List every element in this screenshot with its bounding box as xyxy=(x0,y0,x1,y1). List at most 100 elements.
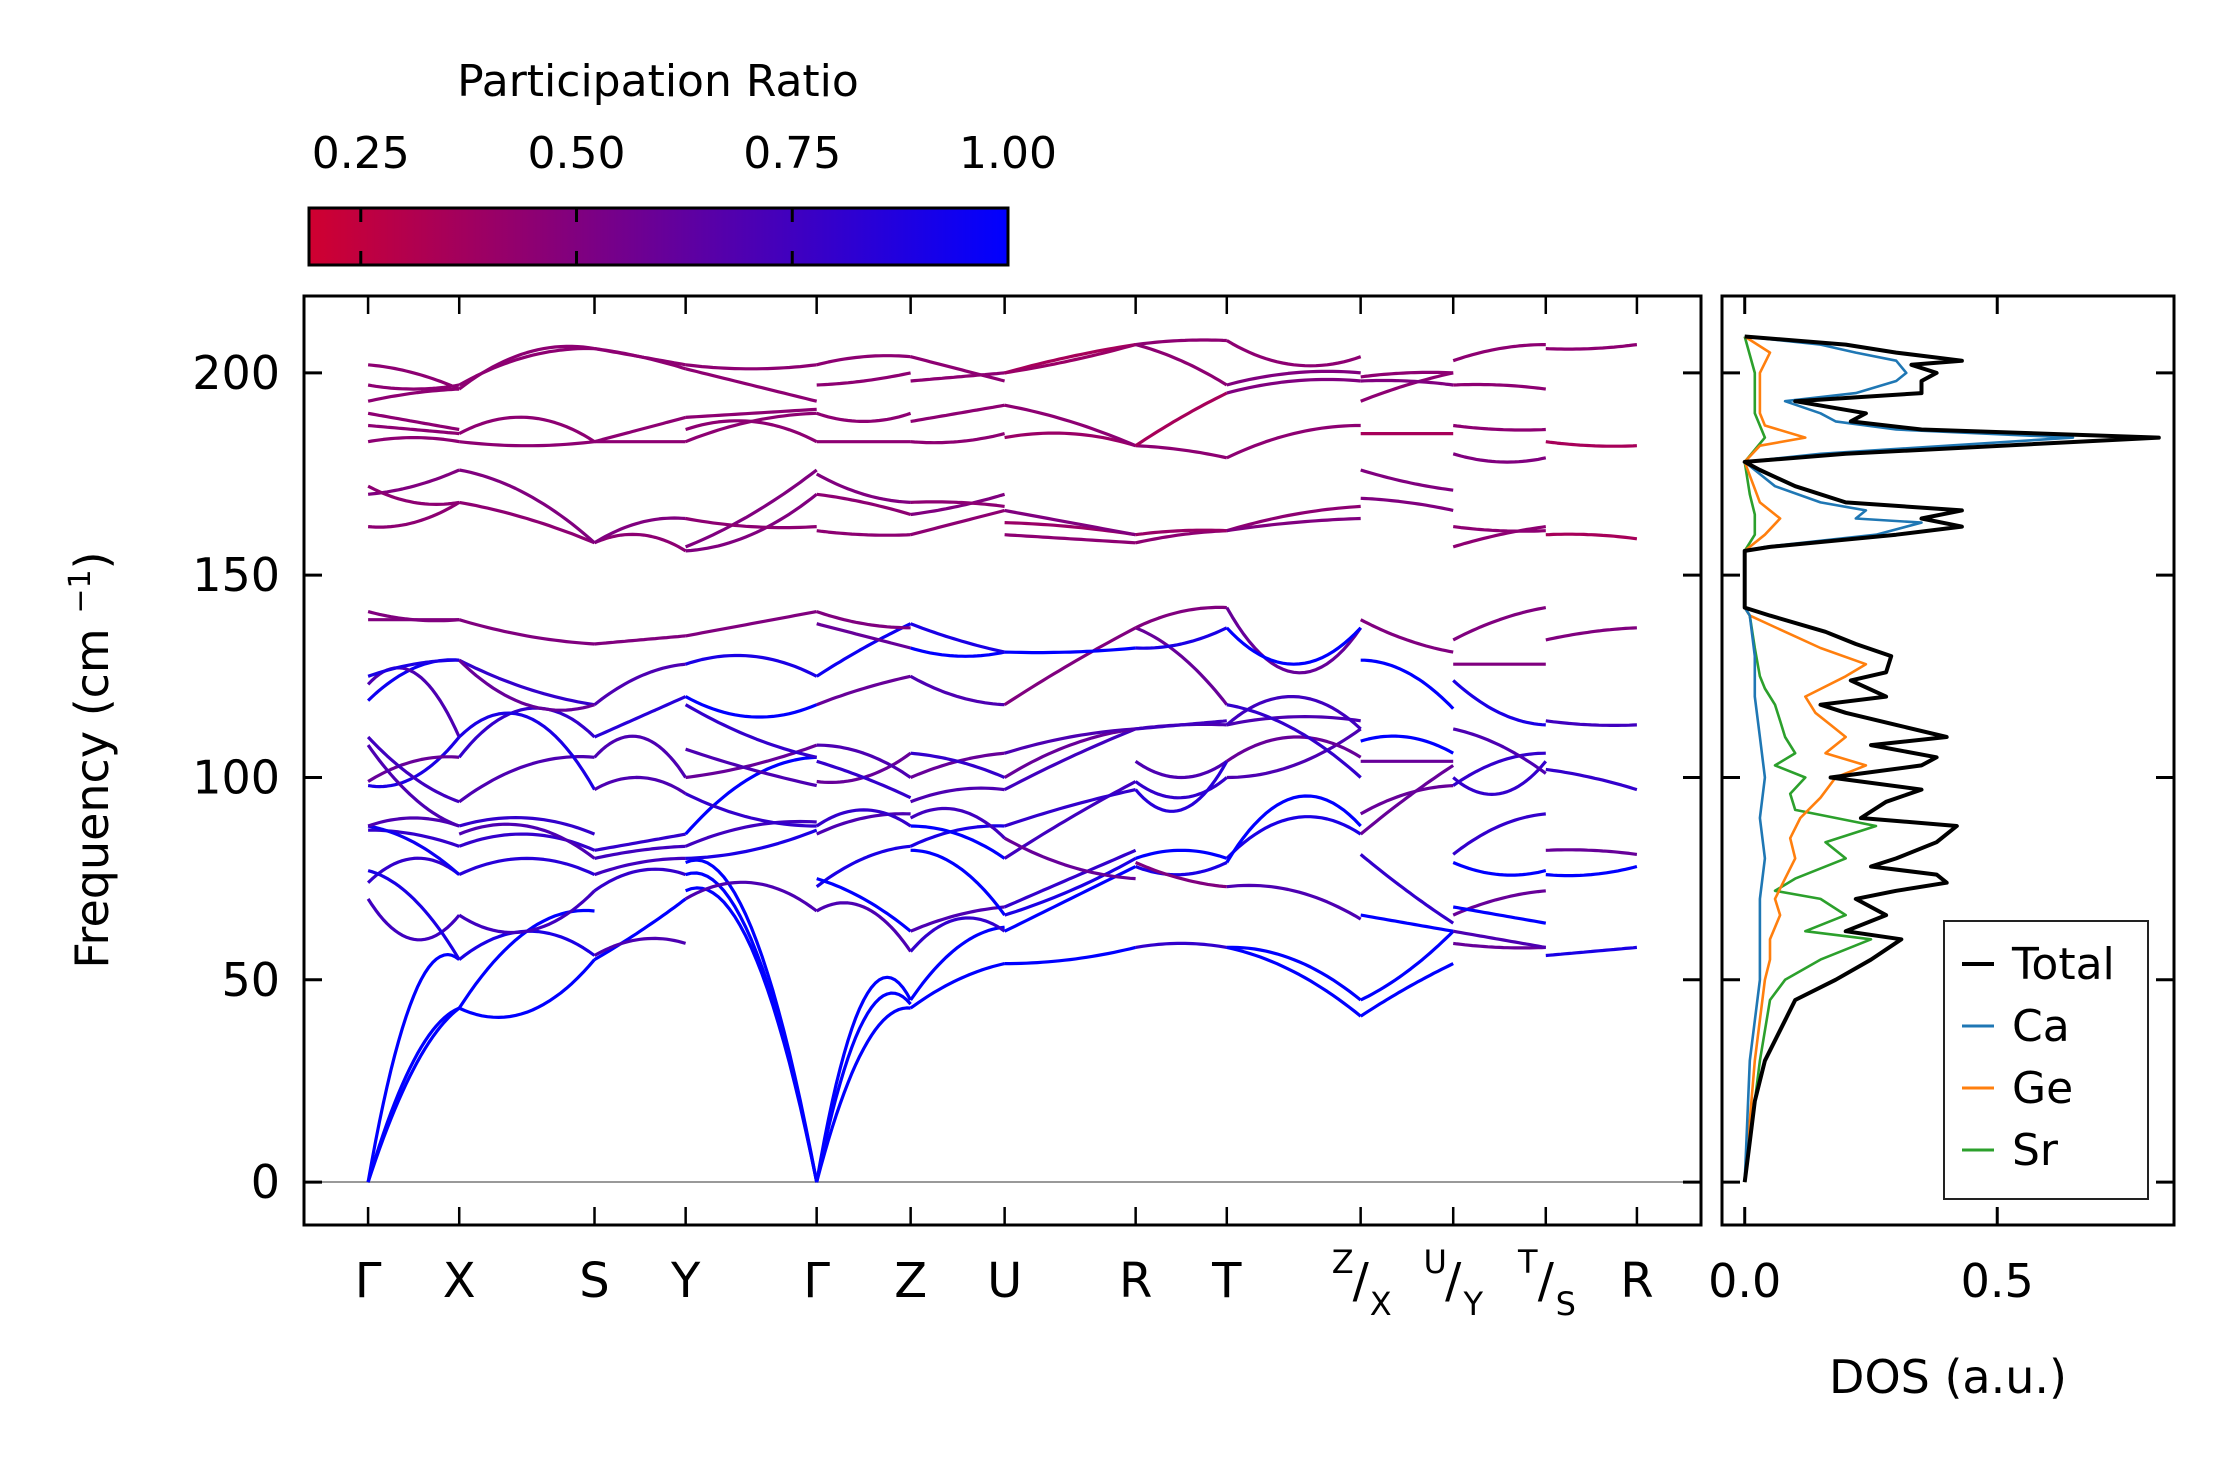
phonon-band xyxy=(685,858,819,1183)
phonon-band xyxy=(815,808,912,828)
phonon-band xyxy=(1359,764,1455,836)
phonon-band xyxy=(1545,848,1638,856)
phonon-band xyxy=(910,751,1006,779)
phonon-band xyxy=(458,815,596,836)
phonon-band xyxy=(593,662,686,706)
phonon-band xyxy=(458,344,595,391)
phonon-band xyxy=(1360,734,1454,755)
phonon-band xyxy=(366,666,461,738)
y-tick-label: 150 xyxy=(192,548,280,602)
phonon-band xyxy=(593,897,687,961)
phonon-band xyxy=(816,354,911,367)
phonon-band xyxy=(367,816,460,828)
phonon-band xyxy=(1225,794,1362,864)
phonon-band xyxy=(1452,727,1547,775)
phonon-band xyxy=(909,916,1006,953)
phonon-band xyxy=(366,735,460,804)
phonon-band xyxy=(1545,532,1638,541)
phonon-band xyxy=(1226,945,1362,1002)
phonon-band xyxy=(816,877,912,933)
colorbar: Participation Ratio 0.25 0.50 0.75 1.00 xyxy=(307,56,1057,267)
kpoint-label: R xyxy=(1119,1253,1152,1309)
kpoint-label: Γ xyxy=(803,1253,830,1309)
phonon-band xyxy=(685,828,818,860)
phonon-band xyxy=(1134,391,1228,448)
legend-item: Sr xyxy=(1962,1125,2059,1176)
kpoint-label-composite: U/Y xyxy=(1424,1243,1484,1323)
kpoint-label: T xyxy=(1211,1253,1242,1309)
phonon-band xyxy=(816,622,911,650)
phonon-band xyxy=(1360,913,1454,933)
phonon-band xyxy=(910,824,1006,860)
phonon-band xyxy=(1360,371,1454,403)
legend-label: Total xyxy=(2011,939,2115,990)
phonon-band xyxy=(1226,727,1362,780)
phonon-band xyxy=(458,929,596,961)
phonon-band xyxy=(366,952,461,1183)
phonon-band xyxy=(457,706,596,759)
phonon-band xyxy=(1134,861,1227,889)
phonon-band xyxy=(458,468,596,544)
phonon-band xyxy=(1360,658,1455,710)
kpoint-label-slash: / xyxy=(1353,1253,1370,1309)
legend-item: Ca xyxy=(1962,1001,2070,1052)
dos-curve-total xyxy=(1742,334,2161,1183)
kpoint-label-sub: Y xyxy=(1462,1285,1483,1323)
phonon-band xyxy=(1452,929,1547,949)
kpoint-label: X xyxy=(443,1253,476,1309)
colorbar-title: Participation Ratio xyxy=(457,56,859,107)
phonon-band xyxy=(1452,889,1546,917)
phonon-band xyxy=(910,622,1005,654)
phonon-band xyxy=(1452,760,1548,797)
phonon-band xyxy=(593,516,686,545)
phonon-band xyxy=(910,646,1005,658)
colorbar-tick-label: 0.50 xyxy=(528,128,626,179)
phonon-band xyxy=(685,610,817,638)
phonon-band xyxy=(815,844,911,888)
colorbar-tick-label: 0.75 xyxy=(743,128,841,179)
y-tick-label: 50 xyxy=(221,953,280,1007)
phonon-band xyxy=(1360,370,1454,379)
dos-x-tick-label: 0.0 xyxy=(1708,1254,1781,1308)
phonon-band xyxy=(1545,343,1638,351)
phonon-band xyxy=(816,529,911,537)
legend-label: Sr xyxy=(2012,1125,2059,1176)
phonon-band xyxy=(1225,339,1362,368)
phonon-band xyxy=(815,1006,911,1183)
phonon-band xyxy=(594,634,686,646)
phonon-band xyxy=(816,743,912,779)
phonon-band xyxy=(909,925,1005,1001)
phonon-band xyxy=(1452,861,1547,877)
phonon-band xyxy=(594,844,686,860)
phonon-band xyxy=(685,653,818,678)
phonon-band xyxy=(910,371,1005,383)
phonon-band xyxy=(815,975,912,1183)
phonon-band xyxy=(458,500,596,545)
phonon-band xyxy=(1226,714,1361,727)
phonon-band xyxy=(684,703,818,759)
kpoint-label: R xyxy=(1620,1253,1653,1309)
phonon-band xyxy=(1545,719,1637,728)
legend: Total Ca Ge Sr xyxy=(1943,920,2149,1200)
phonon-band xyxy=(1360,378,1454,387)
phonon-band xyxy=(909,962,1005,1010)
phonon-band xyxy=(1452,812,1546,856)
phonon-band xyxy=(815,472,911,504)
phonon-band xyxy=(1135,444,1228,460)
phonon-band xyxy=(1452,525,1547,549)
phonon-band xyxy=(910,500,1005,508)
phonon-band xyxy=(685,743,818,780)
phonon-band xyxy=(1135,719,1227,731)
phonon-band xyxy=(1225,626,1362,666)
phonon-band xyxy=(685,493,818,553)
legend-frame xyxy=(1943,920,2149,1200)
phonon-band xyxy=(910,355,1005,383)
phonon-band xyxy=(910,508,1006,537)
phonon-band xyxy=(594,347,686,367)
phonon-band xyxy=(458,958,596,1020)
kpoint-label: Γ xyxy=(355,1253,382,1309)
kpoint-label: U xyxy=(987,1253,1022,1309)
phonon-band xyxy=(1135,848,1228,860)
dos-x-tick-label: 0.5 xyxy=(1961,1254,2034,1308)
